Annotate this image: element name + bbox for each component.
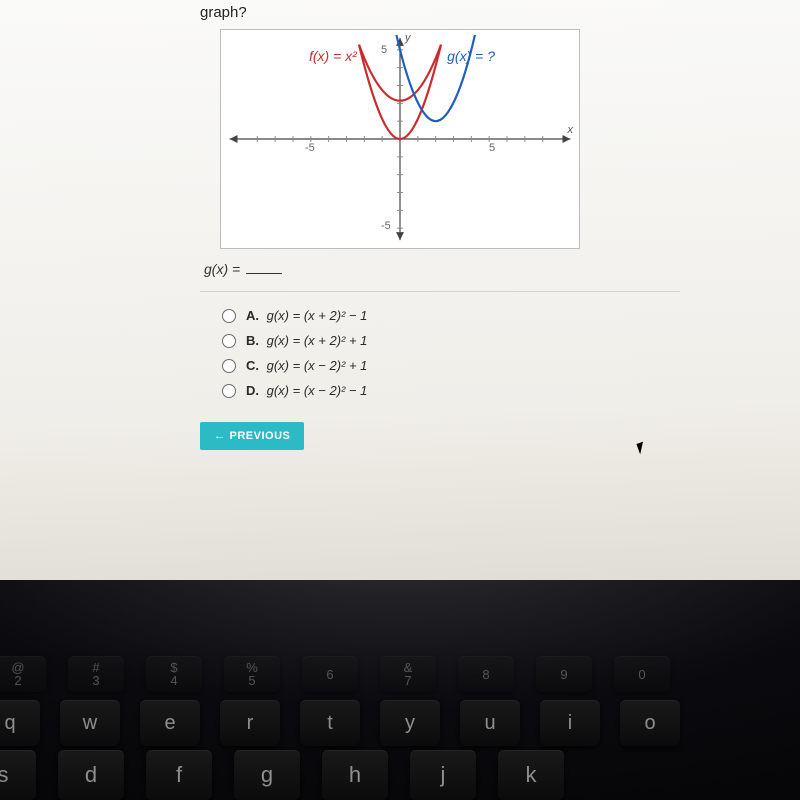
key-5: %5 xyxy=(224,656,280,692)
equals-text: = xyxy=(228,261,244,277)
key-k: k xyxy=(498,750,564,800)
option-text: g(x) = (x − 2)² − 1 xyxy=(267,383,368,398)
key-6: 6 xyxy=(302,656,358,692)
option-letter: A. xyxy=(246,308,259,323)
option-text: g(x) = (x + 2)² − 1 xyxy=(267,308,368,323)
axis-label-y: y xyxy=(405,32,411,44)
quiz-screen: graph? xyxy=(0,0,800,580)
series-label-f: f(x) = x² xyxy=(309,48,357,64)
radio-icon[interactable] xyxy=(222,384,236,398)
radio-icon[interactable] xyxy=(222,359,236,373)
key-w: w xyxy=(60,700,120,746)
key-7: &7 xyxy=(380,656,436,692)
question-tail: graph? xyxy=(200,0,760,21)
answer-blank xyxy=(246,273,282,274)
radio-icon[interactable] xyxy=(222,334,236,348)
xtick-5: 5 xyxy=(489,142,495,154)
keyboard-row-asdf: s d f g h j k xyxy=(0,750,800,800)
function-graph: f(x) = x² g(x) = ? y x 5 -5 5 -5 xyxy=(220,29,580,249)
key-i: i xyxy=(540,700,600,746)
key-9: 9 xyxy=(536,656,592,692)
option-letter: D. xyxy=(246,383,259,398)
key-q: q xyxy=(0,700,40,746)
key-r: r xyxy=(220,700,280,746)
key-0: 0 xyxy=(614,656,670,692)
key-u: u xyxy=(460,700,520,746)
key-d: d xyxy=(58,750,124,800)
key-3: #3 xyxy=(68,656,124,692)
key-4: $4 xyxy=(146,656,202,692)
key-g: g xyxy=(234,750,300,800)
graph-svg xyxy=(221,30,579,248)
ytick-5: 5 xyxy=(381,44,387,56)
key-y: y xyxy=(380,700,440,746)
key-h: h xyxy=(322,750,388,800)
key-s: s xyxy=(0,750,36,800)
key-o: o xyxy=(620,700,680,746)
answer-var: g(x) xyxy=(204,261,228,277)
key-e: e xyxy=(140,700,200,746)
option-text: g(x) = (x + 2)² + 1 xyxy=(267,333,368,348)
keyboard-number-row: @2 #3 $4 %5 6 &7 8 9 0 xyxy=(0,656,800,692)
key-2: @2 xyxy=(0,656,46,692)
arrow-left-icon: ← xyxy=(214,430,226,442)
mouse-cursor-icon xyxy=(636,441,649,455)
keyboard-row-qwerty: q w e r t y u i o xyxy=(0,700,800,746)
series-label-g: g(x) = ? xyxy=(447,48,495,64)
xtick-n5: -5 xyxy=(305,142,315,154)
axis-label-x: x xyxy=(568,124,574,136)
keyboard: @2 #3 $4 %5 6 &7 8 9 0 q w e r t y u i o… xyxy=(0,680,800,800)
key-j: j xyxy=(410,750,476,800)
option-letter: C. xyxy=(246,358,259,373)
option-b[interactable]: B. g(x) = (x + 2)² + 1 xyxy=(222,333,760,348)
option-a[interactable]: A. g(x) = (x + 2)² − 1 xyxy=(222,308,760,323)
radio-icon[interactable] xyxy=(222,309,236,323)
previous-label: PREVIOUS xyxy=(230,430,291,442)
previous-button[interactable]: ← PREVIOUS xyxy=(200,422,304,450)
key-t: t xyxy=(300,700,360,746)
ytick-n5: -5 xyxy=(381,220,391,232)
option-text: g(x) = (x − 2)² + 1 xyxy=(267,358,368,373)
answer-options: A. g(x) = (x + 2)² − 1 B. g(x) = (x + 2)… xyxy=(222,308,760,398)
option-d[interactable]: D. g(x) = (x − 2)² − 1 xyxy=(222,383,760,398)
answer-prompt: g(x) = xyxy=(204,261,760,277)
key-f: f xyxy=(146,750,212,800)
key-8: 8 xyxy=(458,656,514,692)
separator xyxy=(200,291,680,292)
option-c[interactable]: C. g(x) = (x − 2)² + 1 xyxy=(222,358,760,373)
option-letter: B. xyxy=(246,333,259,348)
